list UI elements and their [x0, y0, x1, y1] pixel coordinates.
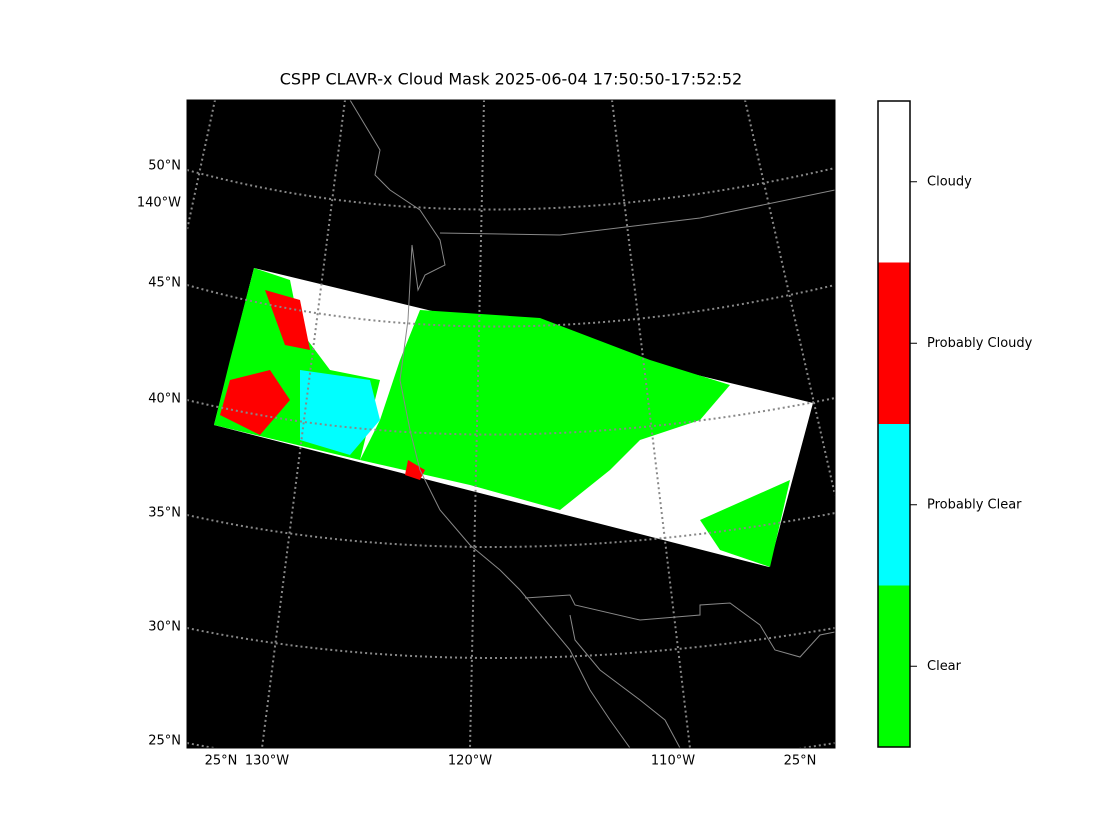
bottom-label: 130°W — [245, 754, 289, 769]
graticule — [187, 100, 216, 231]
colorbar-segment — [878, 101, 910, 263]
graticule — [187, 397, 835, 436]
bottom-label: 110°W — [651, 754, 695, 769]
left-label: 140°W — [137, 196, 181, 211]
bottom-label: 25°N — [784, 754, 817, 769]
graticule — [187, 284, 835, 328]
colorbar-label: Probably Clear — [927, 497, 1022, 512]
left-label: 50°N — [148, 159, 181, 174]
bottom-label: 25°N — [205, 754, 238, 769]
colorbar-label: Cloudy — [927, 174, 972, 189]
border — [524, 594, 835, 658]
colorbar-label: Probably Cloudy — [927, 336, 1033, 351]
graticule — [469, 100, 485, 748]
colorbar: Clear Probably Clear Probably Cloudy Cloudy — [877, 100, 1033, 748]
swath — [214, 268, 813, 567]
left-label: 40°N — [148, 392, 181, 407]
left-label: 35°N — [148, 506, 181, 521]
map-title: CSPP CLAVR-x Cloud Mask 2025-06-04 17:50… — [280, 70, 742, 89]
coastline — [569, 614, 681, 748]
graticule — [187, 167, 835, 211]
coastline — [349, 100, 631, 748]
colorbar-segment — [878, 262, 910, 424]
colorbar-segment — [878, 424, 910, 586]
graticule — [611, 100, 691, 748]
left-label: 45°N — [148, 276, 181, 291]
left-label: 25°N — [148, 734, 181, 749]
map — [186, 99, 836, 749]
axis-labels: 50°N 140°W 45°N 40°N 35°N 30°N 25°N 25°N 130°W 12… — [137, 159, 817, 769]
map-frame — [186, 99, 836, 749]
graticule — [187, 512, 835, 548]
border — [439, 189, 835, 236]
bottom-label: 120°W — [448, 754, 492, 769]
colorbar-segment — [878, 585, 910, 747]
left-label: 30°N — [148, 620, 181, 635]
graticule — [261, 100, 346, 748]
colorbar-frame — [877, 100, 911, 748]
graticule — [187, 627, 835, 659]
colorbar-label: Clear — [927, 659, 962, 674]
